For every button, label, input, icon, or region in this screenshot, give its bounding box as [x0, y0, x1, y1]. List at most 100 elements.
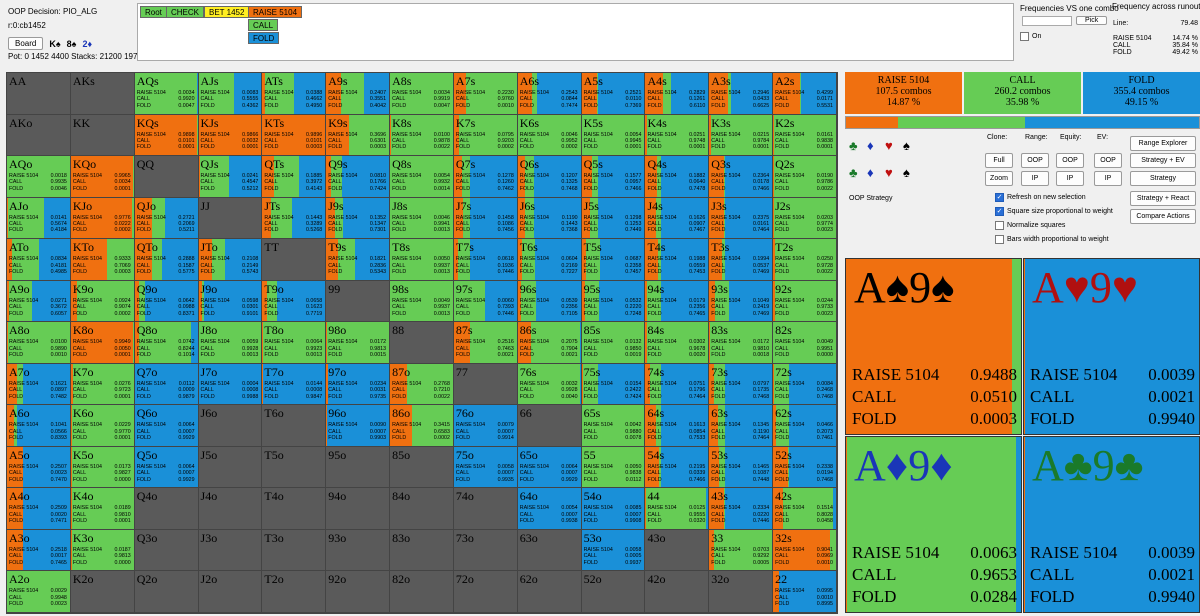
hand-cell[interactable]: T8o RAISE 5104 0.0064 CALL 0.9923 FOLD 0.0013	[262, 322, 327, 364]
hand-cell[interactable]: 22 RAISE 5104 0.0995 CALL 0.0010 FOLD 0.8995	[773, 571, 837, 613]
hand-cell[interactable]: A6s RAISE 5104 0.2543 CALL 0.0844 FOLD 0.7474	[517, 73, 582, 115]
hand-cell[interactable]: 52s RAISE 5104 0.2338 CALL 0.0194 FOLD 0.7468	[773, 446, 837, 489]
hand-cell[interactable]: KJo RAISE 5104 0.9776 CALL 0.0222 FOLD 0.0002	[70, 197, 135, 240]
hand-cell[interactable]: AJs RAISE 5104 0.0083 CALL 0.5555 FOLD 0.4362	[198, 73, 263, 115]
hand-cell[interactable]: 92s RAISE 5104 0.0244 CALL 0.9733 FOLD 0.0023	[773, 280, 837, 323]
tree-bet-node[interactable]: BET 1452	[204, 6, 250, 18]
hand-cell[interactable]: 72o	[453, 571, 518, 613]
tree-root-node[interactable]: Root	[140, 6, 167, 18]
hand-cell[interactable]: 62o	[517, 571, 582, 613]
hand-cell[interactable]: K8s RAISE 5104 0.0100 CALL 0.9878 FOLD 0.0022	[390, 114, 454, 157]
full-button[interactable]: Full	[985, 153, 1013, 168]
club-filter-icon[interactable]: ♣	[849, 138, 858, 153]
hand-cell[interactable]: 96o RAISE 5104 0.0090 CALL 0.0007 FOLD 0.9903	[326, 405, 391, 447]
hand-cell[interactable]: 95o	[326, 446, 391, 489]
hand-cell[interactable]: K9o RAISE 5104 0.0924 CALL 0.9074 FOLD 0.0002	[70, 280, 135, 323]
hand-cell[interactable]: Q3s RAISE 5104 0.2364 CALL 0.0178 FOLD 0.7466	[709, 156, 774, 198]
bars-width-checkbox-box[interactable]	[995, 235, 1004, 244]
hand-cell[interactable]: J2o	[198, 571, 263, 613]
hand-cell[interactable]: 52o	[581, 571, 646, 613]
hand-cell[interactable]: J5o	[198, 446, 263, 489]
hand-cell[interactable]: T4s RAISE 5104 0.1988 CALL 0.0559 FOLD 0.7453	[645, 239, 710, 281]
hand-cell[interactable]: J2s RAISE 5104 0.0203 CALL 0.9774 FOLD 0.0023	[773, 197, 837, 240]
tree-fold-node[interactable]: FOLD	[248, 32, 280, 44]
hand-cell[interactable]: T7s RAISE 5104 0.0618 CALL 0.1936 FOLD 0.7446	[453, 239, 518, 281]
hand-cell[interactable]: J6o	[198, 405, 263, 447]
hand-cell[interactable]: Q7o RAISE 5104 0.0112 CALL 0.0009 FOLD 0.9879	[134, 363, 199, 406]
hand-cell[interactable]: T6o	[262, 405, 327, 447]
hand-cell[interactable]: 93s RAISE 5104 0.1049 CALL 0.2419 FOLD 0.7469	[709, 280, 774, 323]
tree-raise-node[interactable]: RAISE 5104	[248, 6, 303, 18]
spade-filter-icon[interactable]: ♠	[903, 138, 910, 153]
hand-cell[interactable]: 95s RAISE 5104 0.0532 CALL 0.2220 FOLD 0.7248	[581, 280, 646, 323]
hand-cell[interactable]: 74s RAISE 5104 0.0751 CALL 0.1796 FOLD 0.7464	[645, 363, 710, 406]
hand-cell[interactable]: T3o	[262, 529, 327, 572]
range-explorer-button[interactable]: Range Explorer	[1130, 136, 1196, 151]
hand-cell[interactable]: A9s RAISE 5104 0.2407 CALL 0.3551 FOLD 0.4042	[326, 73, 391, 115]
hand-cell[interactable]: 64s RAISE 5104 0.1613 CALL 0.0854 FOLD 0.7533	[645, 405, 710, 447]
hand-cell[interactable]: J4s RAISE 5104 0.1626 CALL 0.0907 FOLD 0.7467	[645, 197, 710, 240]
hand-cell[interactable]: K5o RAISE 5104 0.0173 CALL 0.9827 FOLD 0.0000	[70, 446, 135, 489]
hand-cell[interactable]: 84s RAISE 5104 0.0302 CALL 0.9678 FOLD 0.0020	[645, 322, 710, 364]
hand-cell[interactable]: Q9o RAISE 5104 0.0642 CALL 0.0988 FOLD 0.8371	[134, 280, 199, 323]
hand-cell[interactable]: 53o RAISE 5104 0.0058 CALL 0.0005 FOLD 0.9937	[581, 529, 646, 572]
hand-cell[interactable]: 86o RAISE 5104 0.3415 CALL 0.6583 FOLD 0.0002	[390, 405, 454, 447]
refresh-checkbox-box[interactable]: ✓	[995, 193, 1004, 202]
hand-cell[interactable]: 73s RAISE 5104 0.0797 CALL 0.1735 FOLD 0.7468	[709, 363, 774, 406]
combo-quadrant[interactable]: A♦9♦ RAISE 5104 0.0063 CALL 0.9653 FOLD 0.0284	[845, 436, 1022, 613]
hand-cell[interactable]: T4o	[262, 488, 327, 530]
hand-cell[interactable]: K8o RAISE 5104 0.9949 CALL 0.0050 FOLD 0.0001	[70, 322, 135, 364]
hand-cell[interactable]: A7o RAISE 5104 0.1621 CALL 0.0897 FOLD 0.7482	[7, 363, 71, 406]
hand-cell[interactable]: QQ	[134, 156, 199, 198]
hand-cell[interactable]: 83s RAISE 5104 0.0172 CALL 0.9810 FOLD 0.0018	[709, 322, 774, 364]
hand-cell[interactable]: 98s RAISE 5104 0.0049 CALL 0.9937 FOLD 0.0013	[390, 280, 454, 323]
hand-cell[interactable]: 42o	[645, 571, 710, 613]
hand-cell[interactable]: 55 RAISE 5104 0.0050 CALL 0.9838 FOLD 0.0112	[581, 446, 646, 489]
hand-cell[interactable]: ATs RAISE 5104 0.0388 CALL 0.4662 FOLD 0.4950	[262, 73, 327, 115]
hand-cell[interactable]: K3o RAISE 5104 0.0187 CALL 0.9813 FOLD 0.0000	[70, 529, 135, 572]
hand-cell[interactable]: A5o RAISE 5104 0.2507 CALL 0.0023 FOLD 0.7470	[7, 446, 71, 489]
combo-quadrant[interactable]: A♠9♠ RAISE 5104 0.9488 CALL 0.0510 FOLD 0.0003	[845, 258, 1022, 435]
hand-cell[interactable]: 99	[326, 280, 391, 323]
hand-cell[interactable]: K9s RAISE 5104 0.3696 CALL 0.6301 FOLD 0.0003	[326, 114, 391, 157]
hand-cell[interactable]: 88	[390, 322, 454, 364]
hand-cell[interactable]: T5o	[262, 446, 327, 489]
hand-cell[interactable]: Q8o RAISE 5104 0.0742 CALL 0.8244 FOLD 0.1014	[134, 322, 199, 364]
club-filter-icon-2[interactable]: ♣	[849, 165, 858, 180]
tree-check-node[interactable]: CHECK	[166, 6, 205, 18]
combo-quadrant[interactable]: A♥9♥ RAISE 5104 0.0039 CALL 0.0021 FOLD 0.9940	[1023, 258, 1200, 435]
hand-cell[interactable]: 84o	[390, 488, 454, 530]
hand-cell[interactable]: 76s RAISE 5104 0.0032 CALL 0.9928 FOLD 0.0040	[517, 363, 582, 406]
hand-cell[interactable]: KTo RAISE 5104 0.9333 CALL 0.7069 FOLD 0.0003	[70, 239, 135, 281]
hand-cell[interactable]: KQs RAISE 5104 0.9898 CALL 0.0101 FOLD 0.0001	[134, 114, 199, 157]
range-oop-button[interactable]: OOP	[1021, 153, 1049, 168]
hand-cell[interactable]: 66	[517, 405, 582, 447]
hand-cell[interactable]: Q2o	[134, 571, 199, 613]
hand-cell[interactable]: K4o RAISE 5104 0.0189 CALL 0.9810 FOLD 0.0001	[70, 488, 135, 530]
hand-cell[interactable]: QTo RAISE 5104 0.2888 CALL 0.1587 FOLD 0.5775	[134, 239, 199, 281]
hand-cell[interactable]: QJs RAISE 5104 0.0241 CALL 0.4547 FOLD 0.5212	[198, 156, 263, 198]
hand-cell[interactable]: K4s RAISE 5104 0.0251 CALL 0.9748 FOLD 0.0001	[645, 114, 710, 157]
hand-cell[interactable]: J8s RAISE 5104 0.0046 CALL 0.9941 FOLD 0.0013	[390, 197, 454, 240]
combo-input[interactable]	[1022, 16, 1072, 26]
hand-cell[interactable]: A2s RAISE 5104 0.4299 CALL 0.0171 FOLD 0.5531	[773, 73, 837, 115]
hand-cell[interactable]: A9o RAISE 5104 0.0271 CALL 0.3672 FOLD 0.6057	[7, 280, 71, 323]
hand-cell[interactable]: K2o	[70, 571, 135, 613]
hand-cell[interactable]: AQo RAISE 5104 0.0018 CALL 0.9935 FOLD 0.0046	[7, 156, 71, 198]
summary-raise[interactable]: RAISE 5104 107.5 combos 14.87 %	[845, 72, 962, 114]
hand-cell[interactable]: 32s RAISE 5104 0.9041 CALL 0.0969 FOLD 0.0010	[773, 529, 837, 572]
hand-cell[interactable]: QTs RAISE 5104 0.1885 CALL 0.3972 FOLD 0.4143	[262, 156, 327, 198]
hand-cell[interactable]: Q3o	[134, 529, 199, 572]
hand-cell[interactable]: TT	[262, 239, 327, 281]
compare-actions-button[interactable]: Compare Actions	[1130, 209, 1196, 224]
hand-cell[interactable]: Q8s RAISE 5104 0.0054 CALL 0.9932 FOLD 0.0014	[390, 156, 454, 198]
hand-cell[interactable]: KK	[70, 114, 135, 157]
board-button[interactable]: Board	[8, 37, 44, 50]
hand-cell[interactable]: K6s RAISE 5104 0.0046 CALL 0.9952 FOLD 0.0002	[517, 114, 582, 157]
hand-cell[interactable]: T3s RAISE 5104 0.1994 CALL 0.0537 FOLD 0.7469	[709, 239, 774, 281]
hand-cell[interactable]: J7o RAISE 5104 0.0004 CALL 0.0008 FOLD 0.9988	[198, 363, 263, 406]
hand-cell[interactable]: K5s RAISE 5104 0.0054 CALL 0.9945 FOLD 0.0001	[581, 114, 646, 157]
hand-cell[interactable]: 32o	[709, 571, 774, 613]
equity-ip-button[interactable]: IP	[1056, 171, 1084, 186]
hand-cell[interactable]: T2s RAISE 5104 0.0250 CALL 0.9728 FOLD 0.0022	[773, 239, 837, 281]
